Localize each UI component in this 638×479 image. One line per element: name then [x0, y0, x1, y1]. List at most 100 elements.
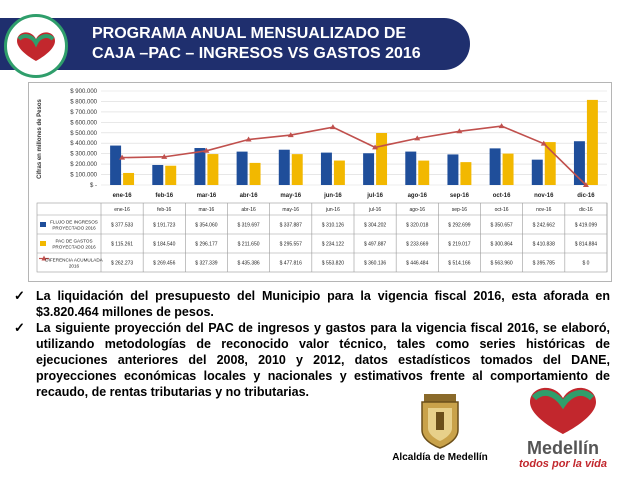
table-header-cell: nov-16 — [536, 207, 552, 213]
y-tick-label: $ 300.000 — [70, 152, 97, 158]
medellin-name: Medellín — [526, 438, 599, 458]
table-value-cell: $ 191.723 — [153, 223, 175, 229]
x-tick-label: jun-16 — [323, 193, 342, 199]
table-value-cell: $ 233.669 — [406, 242, 428, 248]
legend-key — [40, 222, 46, 227]
y-tick-label: $ 800.000 — [70, 99, 97, 105]
table-value-cell: $ 327.339 — [195, 261, 217, 267]
bar-ingresos — [320, 152, 332, 185]
bar-gastos — [586, 99, 598, 185]
table-value-cell: $ 0 — [582, 261, 589, 267]
page-title: PROGRAMA ANUAL MENSUALIZADO DE CAJA –PAC… — [92, 24, 421, 64]
table-value-cell: $ 296.177 — [195, 242, 217, 248]
table-value-cell: $ 234.122 — [322, 242, 344, 248]
y-tick-label: $ - — [90, 183, 97, 189]
y-tick-label: $ 500.000 — [70, 131, 97, 137]
bullet-text-2: La siguiente proyección del PAC de ingre… — [36, 321, 610, 399]
bar-gastos — [502, 153, 514, 185]
bar-ingresos — [447, 154, 459, 185]
table-header-cell: may-16 — [282, 207, 299, 213]
bar-gastos — [249, 162, 261, 185]
table-value-cell: $ 477.816 — [280, 261, 302, 267]
bar-ingresos — [405, 151, 417, 185]
point-diferencia — [372, 144, 379, 150]
table-header-cell: jun-16 — [325, 207, 340, 213]
x-tick-label: may-16 — [280, 193, 301, 199]
chart-frame: Cifras en millones de Pesos $ 900.000 $ 80… — [28, 82, 612, 282]
bar-ingresos — [363, 153, 375, 185]
bullet-item-1: ✓ La liquidación del presupuesto del Mun… — [14, 288, 610, 320]
table-value-cell: $ 300.864 — [490, 242, 512, 248]
table-value-cell: $ 115.261 — [111, 242, 133, 248]
legend-label: 2016 — [69, 264, 80, 269]
table-value-cell: $ 360.136 — [364, 261, 386, 267]
point-diferencia — [161, 153, 168, 159]
point-diferencia — [245, 136, 252, 142]
table-header-cell: feb-16 — [157, 207, 171, 213]
alcaldia-logo: Alcaldía de Medellín — [386, 390, 494, 470]
medellin-logo: Medellín todos por la vida — [504, 376, 622, 476]
table-value-cell: $ 446.484 — [406, 261, 428, 267]
x-tick-label: dic-16 — [577, 193, 595, 199]
table-value-cell: $ 242.662 — [533, 223, 555, 229]
header: PROGRAMA ANUAL MENSUALIZADO DE CAJA –PAC… — [0, 14, 470, 78]
y-tick-label: $ 400.000 — [70, 141, 97, 147]
table-header-cell: sep-16 — [452, 207, 468, 213]
table-value-cell: $ 350.657 — [490, 223, 512, 229]
table-header-cell: ene-16 — [114, 207, 130, 213]
point-diferencia — [203, 147, 210, 153]
bar-gastos — [165, 165, 177, 185]
y-tick-label: $ 900.000 — [70, 89, 97, 95]
table-value-cell: $ 319.697 — [237, 223, 259, 229]
coat-of-arms-icon — [421, 394, 459, 449]
x-tick-label: sep-16 — [450, 193, 470, 199]
table-value-cell: $ 304.202 — [364, 223, 386, 229]
y-tick-label: $ 200.000 — [70, 162, 97, 168]
table-value-cell: $ 211.650 — [238, 242, 260, 248]
y-axis-label: Cifras en millones de Pesos — [37, 98, 43, 178]
heart-icon — [17, 32, 55, 61]
legend-key — [40, 241, 46, 246]
bar-gastos — [544, 142, 556, 185]
bar-gastos — [291, 154, 303, 185]
table-value-cell: $ 184.540 — [153, 242, 175, 248]
table-header-cell: abr-16 — [241, 207, 256, 213]
bar-ingresos — [236, 151, 248, 185]
bar-ingresos — [531, 159, 543, 185]
point-diferencia — [287, 132, 294, 138]
bar-gastos — [333, 160, 345, 185]
table-value-cell: $ 514.166 — [448, 261, 470, 267]
x-tick-label: ago-16 — [408, 193, 428, 199]
y-tick-label: $ 600.000 — [70, 120, 97, 126]
medellin-heart-icon — [530, 387, 596, 434]
table-value-cell: $ 337.887 — [280, 223, 302, 229]
title-line-2: CAJA –PAC – INGRESOS VS GASTOS 2016 — [92, 45, 421, 62]
point-diferencia — [498, 123, 505, 129]
table-header-cell: ago-16 — [409, 207, 425, 213]
x-tick-label: nov-16 — [534, 193, 554, 199]
table-value-cell: $ 295.557 — [280, 242, 302, 248]
pac-chart: Cifras en millones de Pesos $ 900.000 $ 80… — [36, 89, 608, 273]
table-value-cell: $ 354.060 — [195, 223, 217, 229]
y-tick-label: $ 100.000 — [70, 173, 97, 179]
bar-ingresos — [152, 164, 164, 185]
x-tick-label: jul-16 — [366, 193, 383, 199]
table-value-cell: $ 219.017 — [448, 242, 470, 248]
table-value-cell: $ 497.887 — [364, 242, 386, 248]
table-value-cell: $ 262.273 — [111, 261, 133, 267]
point-diferencia — [414, 135, 421, 141]
table-header-cell: mar-16 — [198, 207, 214, 213]
medellin-slogan: todos por la vida — [518, 458, 607, 470]
point-diferencia — [582, 182, 589, 187]
point-diferencia — [329, 124, 336, 130]
bar-gastos — [460, 162, 472, 185]
check-icon: ✓ — [14, 320, 25, 335]
x-tick-label: oct-16 — [493, 193, 511, 199]
bar-ingresos — [489, 148, 501, 185]
table-value-cell: $ 395.785 — [533, 261, 555, 267]
table-value-cell: $ 320.018 — [406, 223, 428, 229]
bar-gastos — [376, 132, 388, 185]
legend-label: PAC DE GASTOS — [55, 239, 92, 244]
legend-label: PROYECTADO 2016 — [52, 226, 96, 231]
medellin-heart-logo — [4, 14, 68, 78]
